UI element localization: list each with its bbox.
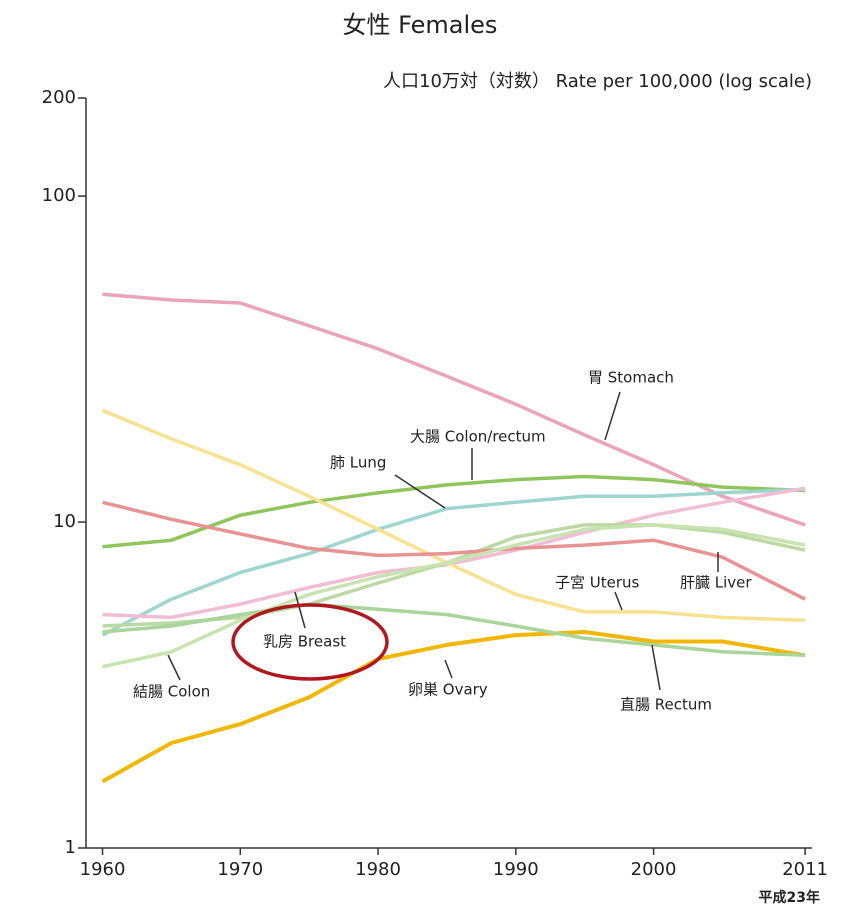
series-label: 直腸 Rectum [620,696,712,714]
label-pointer [294,591,306,629]
y-tick-label: 100 [42,185,76,206]
series-line [102,602,806,658]
series-line [102,292,806,527]
x-tick-label: 2011 [782,859,828,880]
label-pointer [604,391,621,441]
label-pointer [444,659,453,679]
y-tick-label: 1 [65,837,76,858]
series-label: 子宮 Uterus [555,574,640,592]
label-pointer [167,654,181,681]
series-line [101,487,806,637]
highlight-ellipse [231,603,389,681]
chart-title: 女性 Females [343,11,498,39]
series-label: 肺 Lung [330,454,386,472]
series-label: 胃 Stomach [588,369,674,387]
label-pointer [651,644,661,691]
x-tick-label: 1960 [80,859,126,880]
label-pointer [614,591,623,611]
series-label: 肝臓 Liver [680,574,752,592]
series-label: 結腸 Colon [133,683,210,701]
x-tick-label: 1970 [217,859,263,880]
series-line [102,474,806,549]
series-label: 卵巣 Ovary [408,681,488,699]
y-tick-label: 200 [42,87,76,108]
x-tick-label: 2000 [631,859,677,880]
label-pointer [394,474,446,509]
series-line [101,630,806,784]
footnote: 平成23年 [759,889,820,906]
series-label: 大腸 Colon/rectum [410,428,546,446]
series-line [102,500,806,601]
y-axis-label: 人口10万対（対数） Rate per 100,000 (log scale) [383,71,812,92]
series-line [102,523,806,669]
series-label: 乳房 Breast [263,633,346,651]
x-tick-label: 1980 [355,859,401,880]
x-tick-label: 1990 [493,859,539,880]
y-tick-label: 10 [53,511,76,532]
